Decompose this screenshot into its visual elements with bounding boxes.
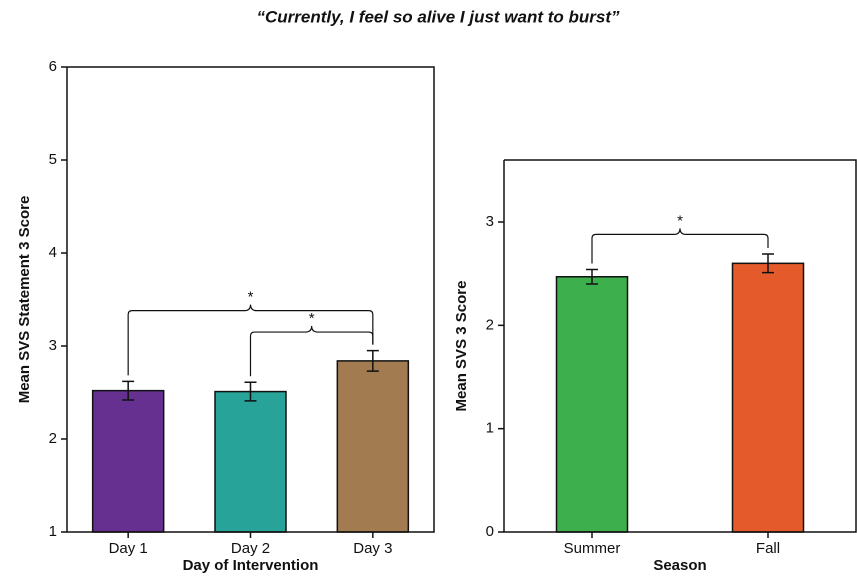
y-axis-label: Mean SVS Statement 3 Score (16, 196, 33, 404)
x-tick-label: Day 3 (353, 540, 392, 557)
x-tick-label: Day 1 (109, 540, 148, 557)
x-axis-label: Day of Intervention (183, 557, 319, 574)
y-tick-label: 1 (486, 420, 494, 437)
significance-bracket (249, 326, 374, 377)
significance-bracket (127, 304, 374, 376)
y-tick-label: 5 (49, 151, 57, 168)
significance-label: * (248, 289, 254, 306)
axes-frame (503, 159, 857, 533)
error-bar (244, 381, 257, 402)
bar (214, 390, 287, 533)
y-tick-label: 3 (486, 213, 494, 230)
y-tick-label: 2 (49, 430, 57, 447)
y-tick-label: 0 (486, 523, 494, 540)
x-tick-label: Fall (756, 540, 780, 557)
bar (731, 262, 805, 533)
error-bar (122, 380, 135, 401)
significance-label: * (677, 212, 683, 229)
x-tick-label: Day 2 (231, 540, 270, 557)
y-axis-label: Mean SVS 3 Score (453, 281, 470, 412)
error-bar (762, 253, 774, 274)
bar (91, 389, 165, 533)
significance-label: * (309, 310, 315, 327)
bar (336, 360, 410, 533)
bar (555, 276, 629, 533)
significance-bracket (591, 228, 769, 264)
x-axis-label: Season (653, 557, 706, 574)
figure-title: “Currently, I feel so alive I just want … (256, 7, 620, 26)
y-tick-label: 4 (49, 244, 57, 261)
axes-frame (66, 66, 435, 533)
y-tick-label: 3 (49, 337, 57, 354)
error-bar (366, 349, 379, 372)
x-tick-label: Summer (564, 540, 621, 557)
y-tick-label: 6 (49, 58, 57, 75)
error-bar (586, 268, 598, 285)
y-tick-label: 2 (486, 316, 494, 333)
y-tick-label: 1 (49, 523, 57, 540)
